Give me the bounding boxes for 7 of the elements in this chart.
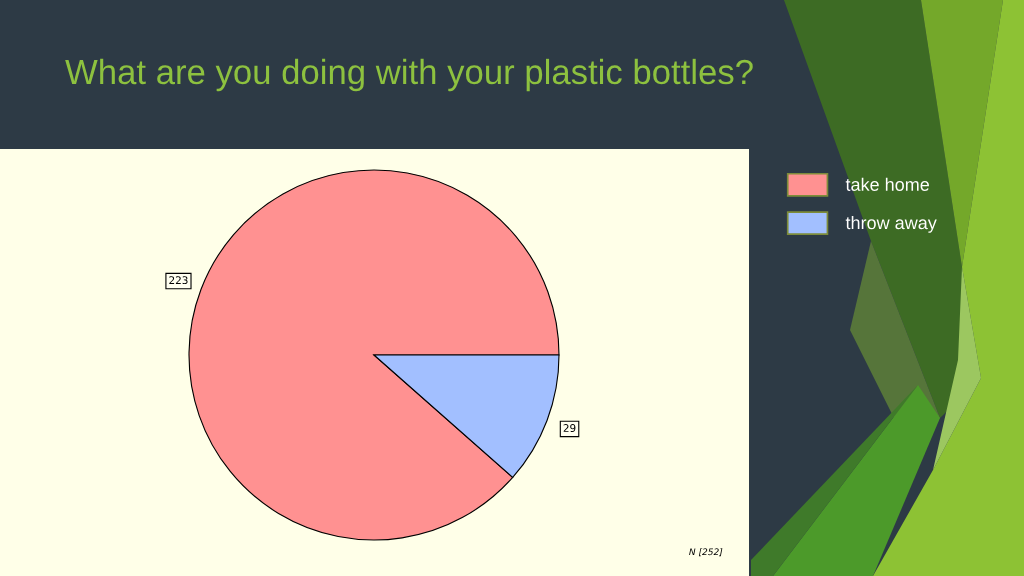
data-label: 29 — [563, 424, 576, 432]
chart-title: What are you doing with your plastic bottles? — [65, 58, 753, 92]
data-label: 223 — [169, 276, 188, 285]
legend-label: throw away — [845, 215, 937, 233]
legend-label: take home — [845, 177, 929, 191]
text: N [252] — [689, 548, 723, 557]
pie-slice — [188, 169, 560, 541]
